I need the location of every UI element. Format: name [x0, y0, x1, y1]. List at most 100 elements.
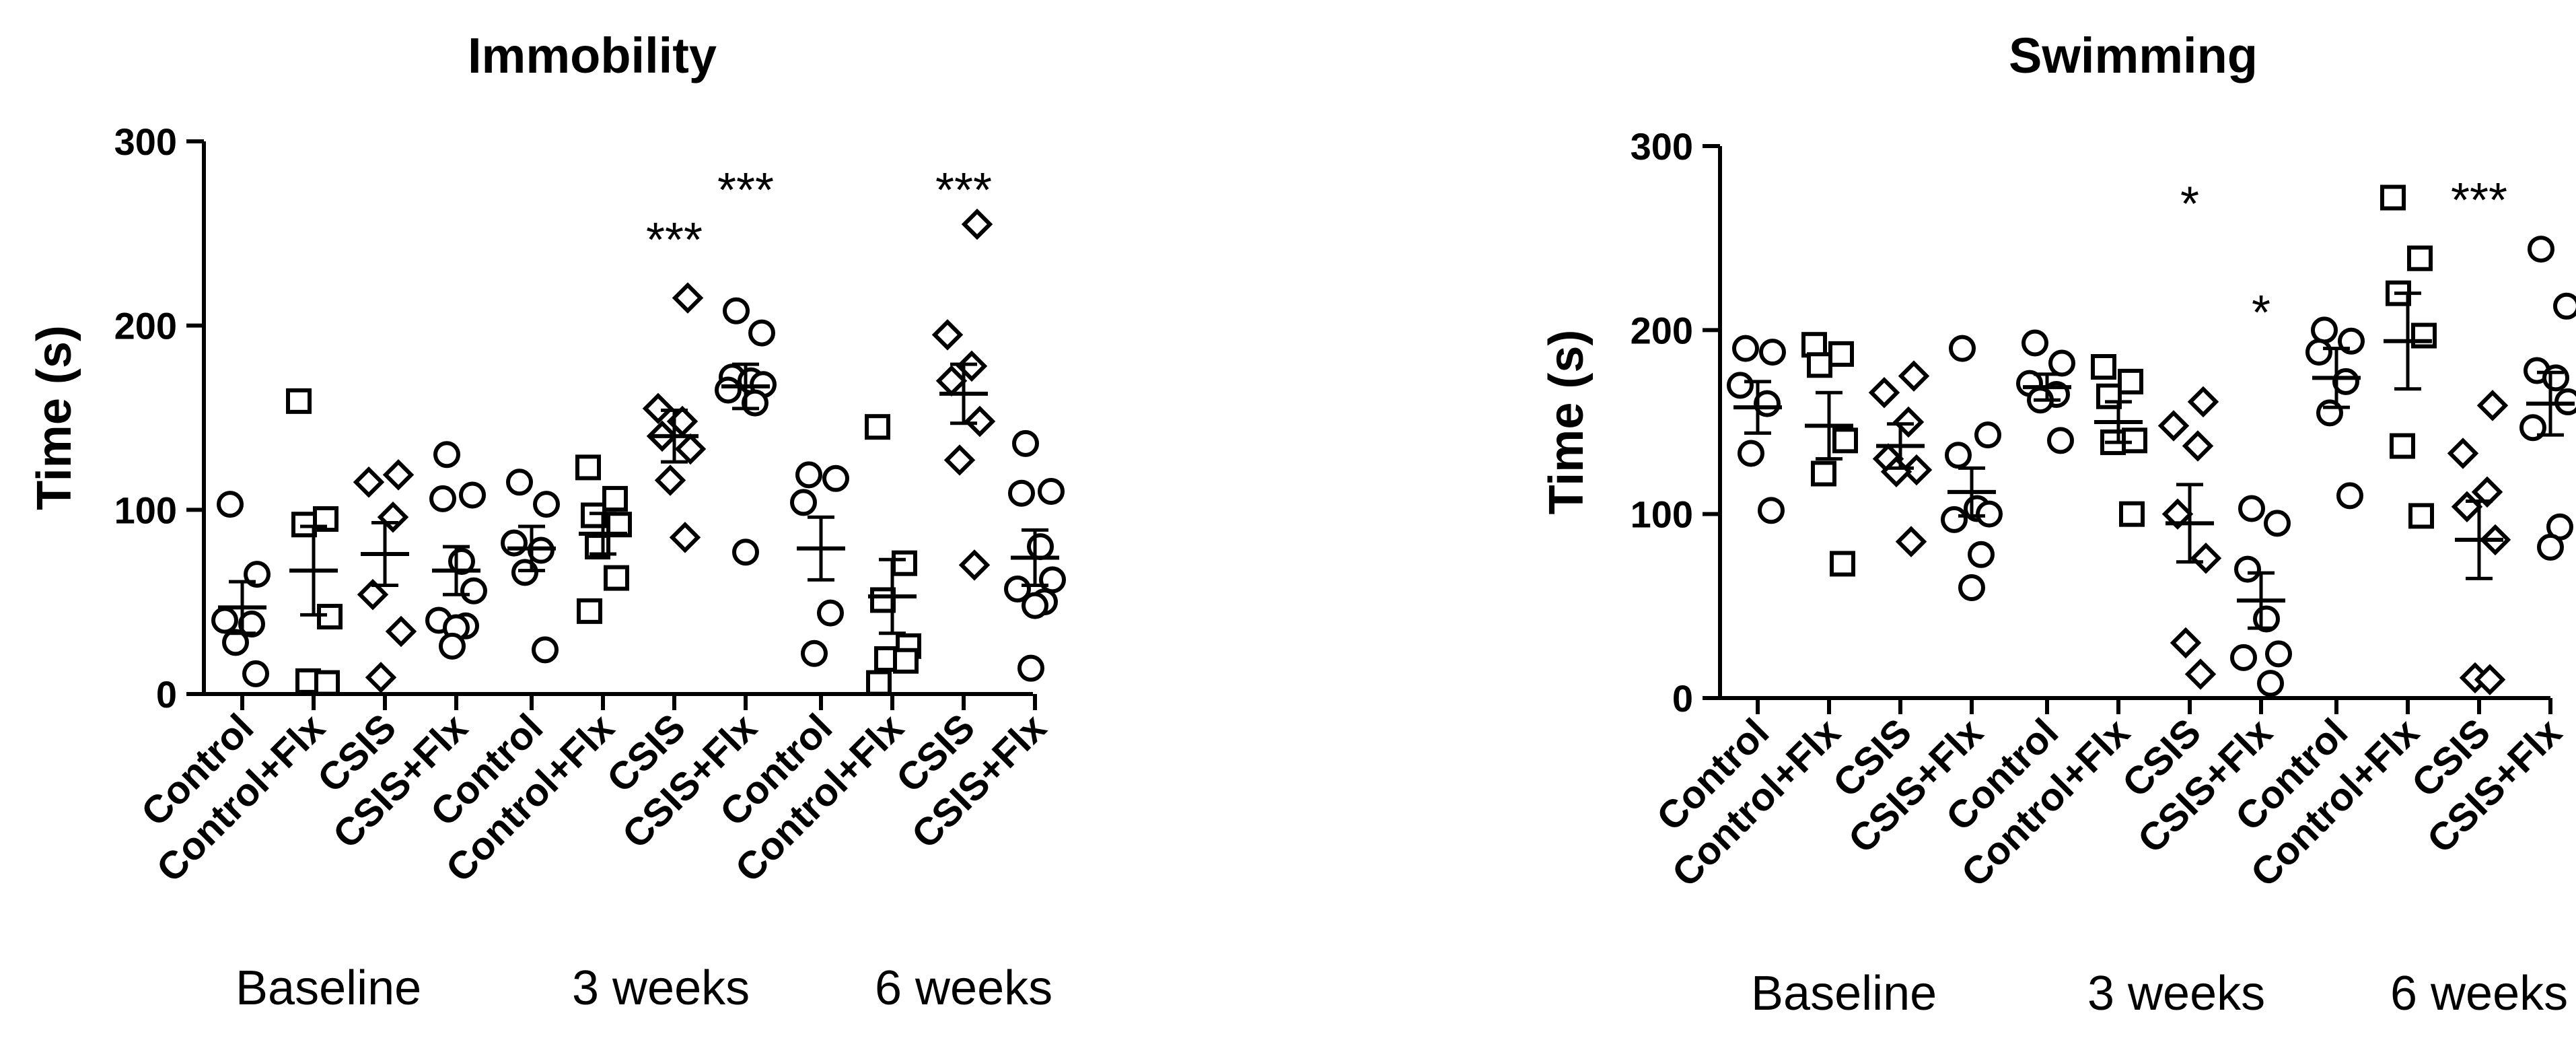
y-tick-label: 0 — [1672, 677, 1693, 720]
data-point — [2336, 482, 2363, 510]
data-point — [2332, 368, 2359, 395]
data-point — [1976, 500, 2003, 528]
data-point — [385, 615, 417, 648]
data-point — [2230, 644, 2257, 671]
data-point — [2257, 670, 2284, 697]
data-point — [1738, 440, 1764, 467]
data-point — [1004, 576, 1031, 603]
swimming-chart: Swimming Time (s) 0 100 200 300 ControlControl… — [1540, 28, 2576, 1020]
data-point — [2122, 427, 2147, 454]
significance-label: * — [2252, 286, 2270, 340]
data-point — [211, 607, 238, 634]
y-tick-label: 100 — [114, 489, 177, 531]
data-point — [964, 405, 996, 438]
data-point — [817, 599, 844, 627]
data-point — [2182, 430, 2214, 462]
data-point — [865, 414, 890, 440]
group-label: 3 weeks — [2087, 967, 2265, 1020]
significance-label: * — [2180, 178, 2199, 232]
data-point — [669, 522, 701, 553]
data-point — [382, 459, 415, 491]
significance-label: *** — [2451, 174, 2507, 228]
data-point — [2471, 476, 2503, 508]
data-point — [672, 282, 704, 314]
data-point — [577, 598, 602, 624]
immobility-chart: Immobility Time (s) 0 100 200 300 ControlContr… — [28, 28, 1066, 1015]
chart-title: Swimming — [2009, 28, 2258, 83]
group-label: 6 weeks — [2390, 967, 2568, 1020]
data-point — [2118, 368, 2143, 394]
data-point — [2157, 410, 2190, 442]
data-point — [2451, 491, 2483, 522]
data-point — [2542, 364, 2569, 392]
data-point — [866, 670, 892, 696]
data-point — [2047, 427, 2074, 454]
y-tick-label: 200 — [114, 305, 177, 347]
data-point — [1868, 377, 1900, 409]
data-point — [2238, 495, 2265, 522]
data-point — [642, 392, 674, 425]
data-point — [2474, 664, 2506, 695]
data-point — [2264, 510, 2291, 537]
significance-label: *** — [935, 164, 992, 217]
data-point — [581, 502, 606, 528]
data-point — [2476, 390, 2509, 421]
data-point — [893, 648, 919, 674]
significance-label: *** — [717, 164, 774, 217]
data-point — [931, 319, 964, 351]
data-point — [365, 662, 397, 693]
data-point — [2170, 627, 2202, 659]
data-point — [870, 587, 896, 613]
data-point — [2407, 245, 2433, 271]
data-point — [1828, 341, 1854, 367]
data-point — [459, 481, 486, 509]
data-point — [2048, 349, 2075, 377]
data-point — [2528, 236, 2554, 263]
data-point — [1941, 506, 1968, 533]
data-point — [1759, 339, 1786, 366]
data-point — [1039, 566, 1066, 594]
y-tick-label: 0 — [156, 673, 177, 716]
data-point — [822, 464, 849, 492]
data-point — [2119, 501, 2145, 527]
data-point — [1022, 592, 1048, 619]
data-point — [2190, 543, 2222, 574]
data-point — [217, 491, 244, 518]
data-point — [357, 578, 389, 611]
data-point — [1895, 526, 1927, 557]
data-point — [1008, 479, 1035, 507]
data-point — [1832, 427, 1858, 454]
data-point — [715, 376, 742, 404]
data-point — [2553, 292, 2576, 320]
data-point — [2537, 533, 2564, 561]
data-point — [1754, 390, 1781, 417]
data-point — [961, 208, 993, 240]
data-point — [2447, 438, 2479, 469]
data-point — [2380, 184, 2406, 211]
significance-label: *** — [646, 213, 703, 267]
data-point — [602, 485, 628, 512]
data-point — [1945, 442, 1972, 469]
group-label: Baseline — [236, 961, 421, 1015]
data-point — [532, 636, 559, 664]
data-point — [242, 660, 269, 687]
data-point — [2408, 503, 2434, 529]
data-point — [801, 639, 828, 667]
y-tick-label: 200 — [1631, 309, 1693, 351]
data-point — [2390, 433, 2415, 459]
data-point — [317, 604, 343, 630]
data-point — [795, 461, 822, 489]
data-point — [533, 491, 560, 518]
data-point — [2305, 339, 2332, 366]
data-point — [943, 444, 976, 476]
data-point — [732, 539, 759, 566]
data-point — [1900, 454, 1933, 486]
data-point — [2161, 498, 2194, 530]
data-point — [2265, 640, 2292, 668]
